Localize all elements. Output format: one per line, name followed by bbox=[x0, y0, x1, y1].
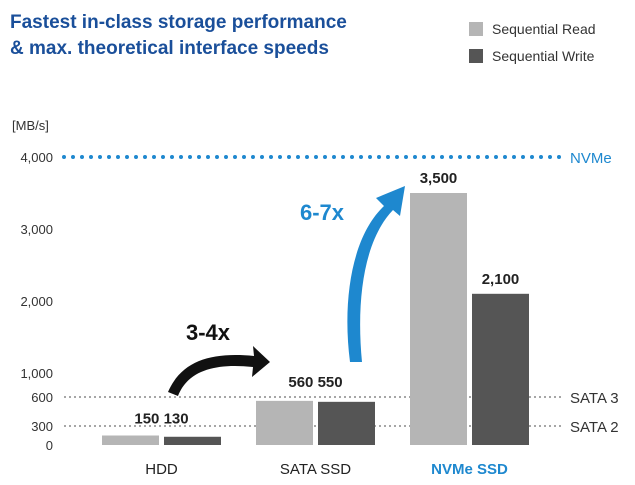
y-tick-label-4000: 4,000 bbox=[20, 150, 53, 165]
annotation-6-7x: 6-7x bbox=[300, 200, 345, 225]
legend-label-sequential-read: Sequential Read bbox=[492, 21, 596, 37]
bar-nvme-ssd-sequential-read bbox=[410, 193, 467, 445]
legend: Sequential Read Sequential Write bbox=[469, 21, 596, 64]
bar-hdd-sequential-write bbox=[164, 436, 221, 445]
bar-sata-ssd-sequential-write bbox=[318, 401, 375, 445]
y-tick-label-300: 300 bbox=[31, 419, 53, 434]
y-axis-unit-label: [MB/s] bbox=[12, 118, 49, 133]
y-tick-label-2000: 2,000 bbox=[20, 294, 53, 309]
y-tick-label-3000: 3,000 bbox=[20, 222, 53, 237]
bars bbox=[102, 193, 529, 445]
data-labels: 150 130 560 550 3,500 2,100 bbox=[134, 170, 519, 428]
reference-label-sata-3: SATA 3 bbox=[570, 390, 619, 407]
y-tick-label-600: 600 bbox=[31, 390, 53, 405]
bar-nvme-ssd-sequential-write bbox=[472, 293, 529, 445]
x-axis-categories: HDD SATA SSD NVMe SSD bbox=[145, 461, 508, 478]
arrows: 3-4x 6-7x bbox=[168, 186, 405, 396]
data-label-sata-ssd: 560 550 bbox=[288, 374, 342, 391]
bar-hdd-sequential-read bbox=[102, 435, 159, 445]
y-tick-label-1000: 1,000 bbox=[20, 366, 53, 381]
y-tick-label-0: 0 bbox=[46, 438, 53, 453]
y-axis-ticks: 0 300 600 1,000 2,000 3,000 4,000 bbox=[20, 150, 53, 453]
data-label-nvme-write: 2,100 bbox=[482, 271, 520, 288]
chart-title-line-1: Fastest in-class storage performance bbox=[10, 12, 347, 33]
data-label-nvme-read: 3,500 bbox=[420, 170, 458, 187]
chart-title-line-2: & max. theoretical interface speeds bbox=[10, 38, 329, 59]
category-label-sata-ssd: SATA SSD bbox=[280, 461, 351, 478]
reference-label-sata-2: SATA 2 bbox=[570, 419, 619, 436]
legend-swatch-sequential-write bbox=[469, 49, 483, 63]
curved-arrow-icon-sata-to-nvme bbox=[347, 186, 405, 362]
data-label-hdd: 150 130 bbox=[134, 411, 188, 428]
category-label-hdd: HDD bbox=[145, 461, 178, 478]
legend-swatch-sequential-read bbox=[469, 22, 483, 36]
reference-lines: NVMe SATA 3 SATA 2 bbox=[62, 150, 619, 436]
legend-label-sequential-write: Sequential Write bbox=[492, 48, 595, 64]
category-label-nvme-ssd: NVMe SSD bbox=[431, 461, 508, 478]
reference-label-nvme: NVMe bbox=[570, 150, 612, 167]
bar-sata-ssd-sequential-read bbox=[256, 400, 313, 445]
annotation-3-4x: 3-4x bbox=[186, 320, 231, 345]
curved-arrow-icon-hdd-to-sata bbox=[168, 346, 270, 396]
